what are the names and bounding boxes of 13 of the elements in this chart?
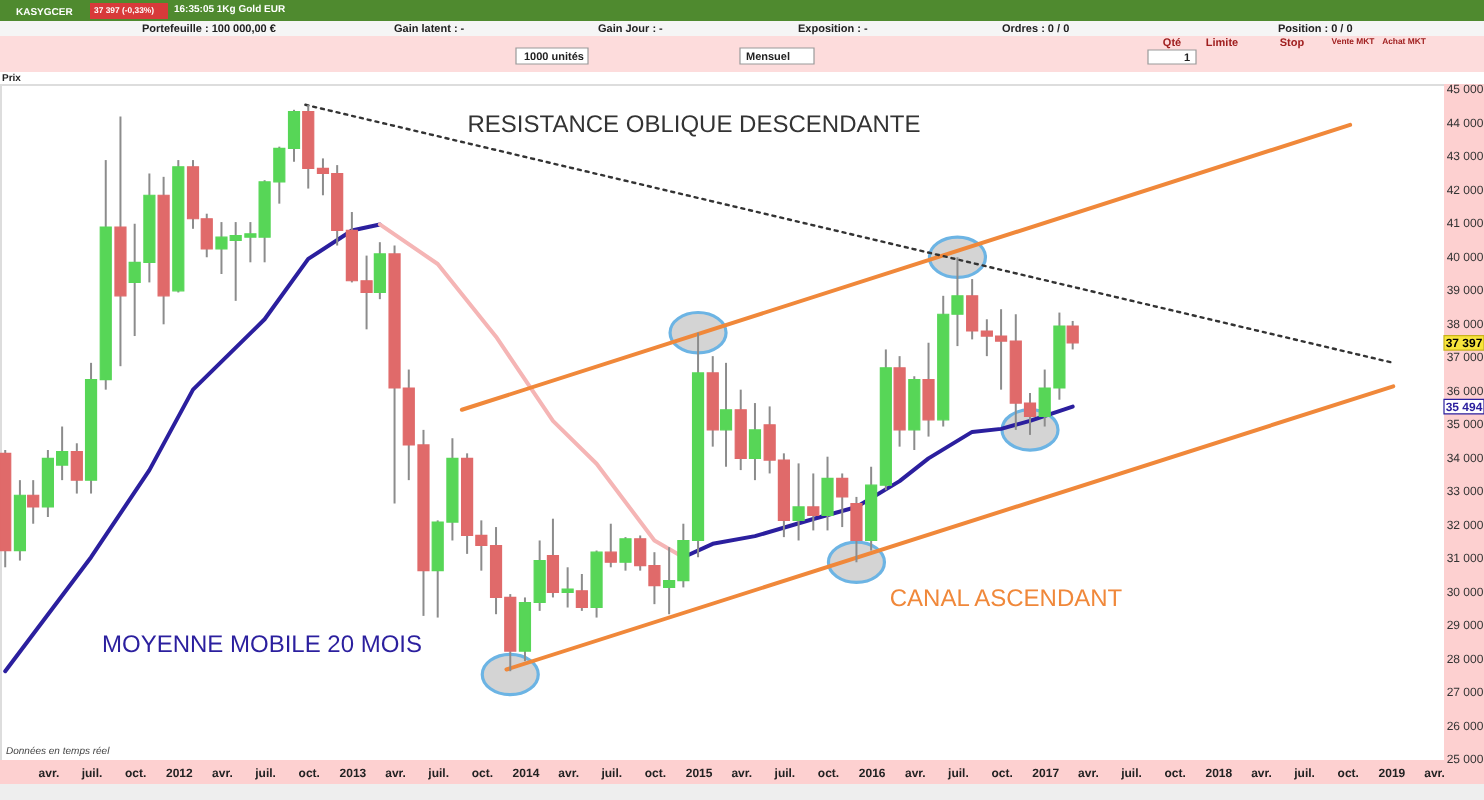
candlestick [70, 442, 83, 495]
annotation: RESISTANCE OBLIQUE DESCENDANTE [467, 110, 921, 138]
candlestick [1066, 319, 1079, 351]
annotation: MOYENNE MOBILE 20 MOIS [101, 630, 423, 658]
point [480, 652, 540, 697]
candlestick [373, 241, 386, 301]
annotation: CANAL ASCENDANT [889, 584, 1124, 612]
candlestick [27, 479, 40, 525]
candlestick [546, 517, 560, 599]
candlestick [575, 572, 588, 612]
candlestick [561, 566, 574, 609]
candlestick [604, 522, 617, 569]
candlestick [619, 536, 632, 572]
